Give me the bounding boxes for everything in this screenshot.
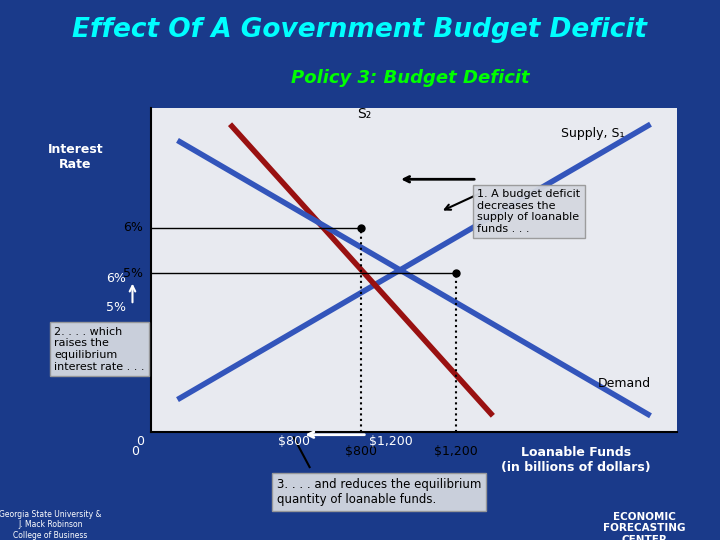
Text: 0: 0 [136, 435, 145, 448]
Text: Interest
Rate: Interest Rate [48, 143, 104, 171]
Text: Policy 3: Budget Deficit: Policy 3: Budget Deficit [291, 69, 530, 87]
Text: Loanable Funds
(in billions of dollars): Loanable Funds (in billions of dollars) [501, 446, 651, 474]
Text: 3. . . . and reduces the equilibrium
quantity of loanable funds.: 3. . . . and reduces the equilibrium qua… [277, 478, 482, 506]
Text: 6%: 6% [123, 221, 143, 234]
Text: S₂: S₂ [357, 107, 372, 121]
Text: Effect Of A Government Budget Deficit: Effect Of A Government Budget Deficit [73, 17, 647, 43]
Text: 2. . . . which
raises the
equilibrium
interest rate . . .: 2. . . . which raises the equilibrium in… [54, 327, 145, 372]
Text: Demand: Demand [598, 377, 651, 390]
Text: Supply, S₁: Supply, S₁ [561, 127, 624, 140]
Text: 0: 0 [132, 445, 140, 458]
Text: 5%: 5% [106, 301, 126, 314]
Text: Georgia State University &
J. Mack Robinson
College of Business: Georgia State University & J. Mack Robin… [0, 510, 102, 540]
Text: $800: $800 [346, 445, 377, 458]
Text: $1,200: $1,200 [434, 445, 478, 458]
Text: ECONOMIC
FORECASTING
CENTER: ECONOMIC FORECASTING CENTER [603, 511, 685, 540]
Text: 5%: 5% [123, 267, 143, 280]
Text: 6%: 6% [106, 272, 126, 285]
Text: $800: $800 [278, 435, 310, 448]
Text: $1,200: $1,200 [369, 435, 413, 448]
Text: 1. A budget deficit
decreases the
supply of loanable
funds . . .: 1. A budget deficit decreases the supply… [477, 189, 580, 234]
